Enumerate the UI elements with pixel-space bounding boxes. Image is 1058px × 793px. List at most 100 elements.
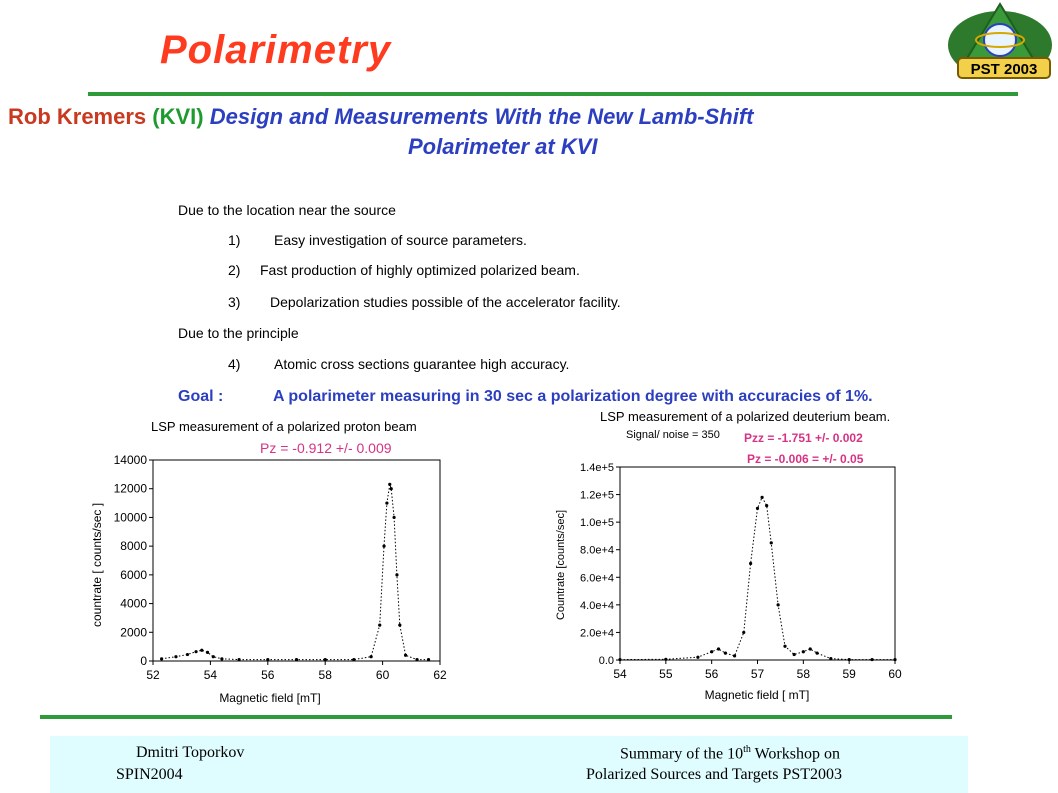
data-point [382,544,386,548]
y-tick-label: 2000 [120,625,147,639]
series-line [619,496,895,661]
x-tick-label: 58 [319,668,333,682]
x-axis-label: Magnetic field [mT] [219,691,320,705]
x-tick-label: 62 [433,668,447,682]
x-tick-label: 60 [376,668,390,682]
y-tick-label: 14000 [114,453,148,467]
footer-bar: Dmitri Toporkov SPIN2004 Summary of the … [50,736,968,793]
chart-title: LSP measurement of a polarized deuterium… [600,409,890,424]
data-point [426,657,431,662]
data-point [723,651,728,655]
x-tick-label: 58 [797,667,811,681]
chart-subtitle: Signal/ noise = 350 [626,429,720,441]
list-number: 2) [228,262,241,278]
footer-summary-post: Workshop on [750,745,840,763]
data-point [749,561,753,566]
data-point [388,482,392,487]
x-tick-label: 59 [842,667,856,681]
footer-conference: SPIN2004 [116,766,183,783]
list-item-4: 4) Atomic cross sections guarantee high a… [228,356,569,372]
series-line [161,484,429,661]
x-tick-label: 56 [705,667,719,681]
x-tick-label: 54 [204,668,218,682]
list-item-3: 3) Depolarization studies possible of the… [228,294,621,310]
goal-label: Goal : [178,388,224,405]
y-tick-label: 8.0e+4 [580,545,614,557]
data-point [323,657,327,662]
y-tick-label: 0.0 [599,655,614,667]
data-point [742,630,746,635]
chart-annotation-pz: Pz = -0.912 +/- 0.009 [260,440,392,456]
list-text: Fast production of highly optimized pola… [260,262,580,278]
y-tick-label: 4.0e+4 [580,600,614,612]
x-tick-label: 56 [261,668,275,682]
x-tick-label: 57 [751,667,765,681]
data-point [870,657,874,662]
plot-frame [152,459,441,662]
x-tick-label: 52 [146,668,160,682]
list-text: Easy investigation of source parameters. [274,232,527,248]
plot-frame [619,466,896,661]
y-tick-label: 1.0e+5 [580,517,614,529]
chart-annotation-pz: Pz = -0.006 = +/- 0.05 [747,452,864,466]
data-point [398,623,402,627]
list-item-1: 1) Easy investigation of source parameter… [228,232,527,248]
logo-graphic: PST 2003 [948,2,1052,79]
slide-title: Polarimetry [160,28,392,72]
list-text: Depolarization studies possible of the a… [270,294,621,310]
pst2003-logo: PST 2003 [940,0,1058,90]
top-divider [88,92,1018,96]
list-number: 1) [228,232,241,248]
data-point [403,653,408,657]
data-point [801,650,805,654]
talk-title-line2: Polarimeter at KVI [408,134,598,159]
plot-area: 52 54 56 58 60 62 0 2000 4000 6000 8000 10000 12000 1… [114,453,447,682]
footer-summary-sup: th [743,744,751,755]
author-institute: (KVI) [152,104,204,129]
data-point [389,487,393,491]
plot-area: 54 55 56 57 58 59 60 0.0 2.0e+4 4.0e+4 6.0e+4 8.0e+… [580,462,902,681]
list-number: 3) [228,294,241,310]
author-name: Rob Kremers [8,104,147,129]
y-tick-label: 1.2e+5 [580,490,614,502]
list-item-2: 2) Fast production of highly optimized po… [228,262,580,278]
x-axis-label: Magnetic field [ mT] [705,688,810,702]
x-tick-label: 54 [613,667,627,681]
proton-beam-chart: LSP measurement of a polarized proton be… [90,419,447,705]
data-point [352,657,356,662]
data-point [185,652,190,657]
goal-text: A polarimeter measuring in 30 sec a pola… [273,388,873,405]
x-tick-label: 55 [659,667,673,681]
logo-text: PST 2003 [971,61,1038,78]
y-tick-label: 4000 [120,597,147,611]
footer-summary-line1: Summary of the 10th Workshop on [620,744,840,763]
list-text: Atomic cross sections guarantee high acc… [274,356,570,372]
bottom-divider [40,715,952,719]
y-axis-label: countrate [ counts/sec ] [90,503,104,627]
data-point [732,654,737,658]
footer-presenter: Dmitri Toporkov [136,744,245,761]
deuterium-beam-chart: LSP measurement of a polarized deuterium… [555,409,902,702]
data-point [369,655,373,659]
list-number: 4) [228,356,241,372]
data-point [395,573,399,577]
y-tick-label: 1.4e+5 [580,462,614,474]
y-tick-label: 6.0e+4 [580,572,614,584]
data-point [755,506,760,510]
body-line-location: Due to the location near the source [178,202,396,218]
y-tick-label: 8000 [120,539,147,553]
author-line: Rob Kremers (KVI) Design and Measurement… [8,104,754,130]
y-tick-label: 6000 [120,568,147,582]
y-tick-label: 12000 [114,482,148,496]
body-line-principle: Due to the principle [178,325,299,341]
talk-title-line1: Design and Measurements With the New Lam… [209,104,754,129]
y-tick-label: 10000 [114,510,148,524]
y-tick-label: 0 [140,654,147,668]
footer-summary-line2: Polarized Sources and Targets PST2003 [586,766,843,783]
chart-annotation-pzz: Pzz = -1.751 +/- 0.002 [744,431,863,445]
x-tick-label: 60 [888,667,902,681]
y-axis-label: Countrate [counts/sec] [555,510,567,620]
footer-summary-pre: Summary of the 10 [620,745,744,763]
chart-title: LSP measurement of a polarized proton be… [151,419,417,434]
y-tick-label: 2.0e+4 [580,627,614,639]
